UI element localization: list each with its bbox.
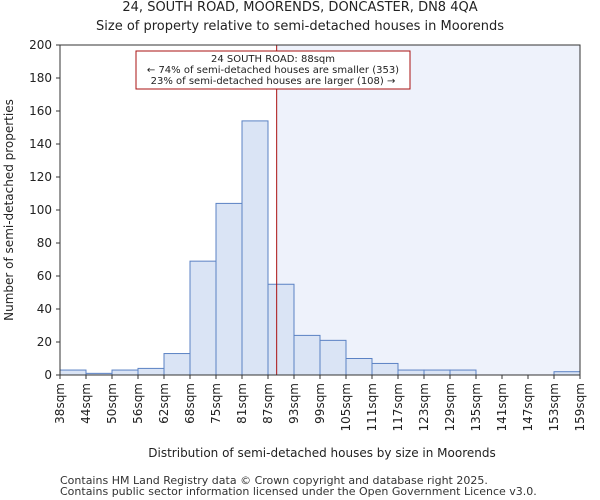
annotation-line-1: 24 SOUTH ROAD: 88sqm xyxy=(211,54,335,65)
y-tick-label: 140 xyxy=(29,137,52,151)
x-tick-label: 75sqm xyxy=(209,383,223,424)
bar-68sqm xyxy=(189,260,217,376)
x-tick-label: 68sqm xyxy=(183,383,197,424)
y-tick-label: 180 xyxy=(29,71,52,85)
x-tick-label: 93sqm xyxy=(287,383,301,424)
footer-line-1: Contains HM Land Registry data © Crown c… xyxy=(60,474,488,487)
bar-87sqm xyxy=(267,283,295,376)
footer-line-2: Contains public sector information licen… xyxy=(60,485,537,498)
bar-62sqm xyxy=(163,353,191,376)
x-tick-label: 147sqm xyxy=(521,383,535,431)
annotation-line-3: 23% of semi-detached houses are larger (… xyxy=(151,76,396,87)
chart-title: 24, SOUTH ROAD, MOORENDS, DONCASTER, DN8… xyxy=(122,0,478,15)
bar-111sqm xyxy=(371,362,399,376)
bar-75sqm xyxy=(215,202,243,376)
x-tick-label: 129sqm xyxy=(443,383,457,431)
x-tick-label: 141sqm xyxy=(495,383,509,431)
y-tick-label: 80 xyxy=(37,236,52,250)
x-axis-label: Distribution of semi-detached houses by … xyxy=(148,446,495,460)
bar-105sqm xyxy=(345,358,373,376)
x-tick-label: 123sqm xyxy=(417,383,431,431)
bar-93sqm xyxy=(293,334,321,376)
x-tick-label: 81sqm xyxy=(235,383,249,424)
x-tick-label: 50sqm xyxy=(105,383,119,424)
y-tick-label: 40 xyxy=(37,302,52,316)
y-tick-label: 200 xyxy=(29,38,52,52)
bar-50sqm xyxy=(111,369,139,376)
x-tick-label: 44sqm xyxy=(79,383,93,424)
x-tick-label: 159sqm xyxy=(573,383,587,431)
y-tick-label: 60 xyxy=(37,269,52,283)
annotation-line-2: ← 74% of semi-detached houses are smalle… xyxy=(147,65,399,76)
annotation-rect xyxy=(135,50,411,90)
bar-56sqm xyxy=(137,367,165,376)
bar-117sqm xyxy=(397,369,425,376)
bar-123sqm xyxy=(423,369,451,376)
y-tick-label: 160 xyxy=(29,104,52,118)
x-tick-label: 38sqm xyxy=(53,383,67,424)
x-tick-label: 56sqm xyxy=(131,383,145,424)
x-tick-label: 111sqm xyxy=(365,383,379,431)
bar-38sqm xyxy=(59,369,87,376)
x-tick-label: 62sqm xyxy=(157,383,171,424)
y-tick-label: 100 xyxy=(29,203,52,217)
bar-129sqm xyxy=(449,369,477,376)
x-tick-label: 153sqm xyxy=(547,383,561,431)
annotation-box: 24 SOUTH ROAD: 88sqm ← 74% of semi-detac… xyxy=(135,50,411,90)
bar-81sqm xyxy=(241,120,269,376)
chart-subtitle: Size of property relative to semi-detach… xyxy=(96,19,504,34)
x-tick-label: 117sqm xyxy=(391,383,405,431)
x-tick-label: 99sqm xyxy=(313,383,327,424)
highlight-region xyxy=(276,45,580,375)
y-axis-label: Number of semi-detached properties xyxy=(2,99,16,321)
x-tick-label: 135sqm xyxy=(469,383,483,431)
bar-99sqm xyxy=(319,339,347,376)
y-tick-label: 0 xyxy=(44,368,52,382)
y-tick-label: 120 xyxy=(29,170,52,184)
y-tick-label: 20 xyxy=(37,335,52,349)
x-tick-label: 105sqm xyxy=(339,383,353,431)
x-tick-label: 87sqm xyxy=(261,383,275,424)
